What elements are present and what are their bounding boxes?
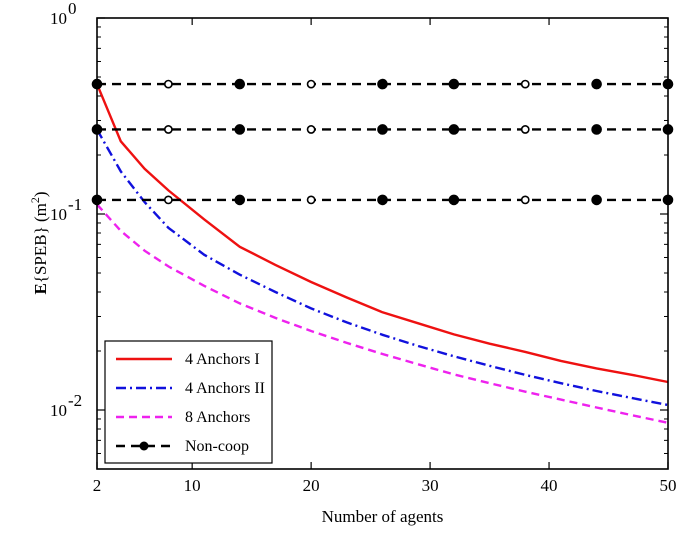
x-tick-label: 20 [303,476,320,495]
y-tick-exponent: -1 [68,195,82,214]
y-axis-title: E{SPEB} (m2) [28,191,50,294]
noncoop-marker [163,195,173,205]
series-layer [95,83,669,424]
noncoop-marker [306,79,316,89]
noncoop-marker [448,124,460,135]
noncoop-marker [234,78,246,90]
noncoop-layer [91,78,674,206]
noncoop-marker [591,78,602,90]
legend-marker [139,441,149,451]
noncoop-marker [591,194,602,206]
noncoop-marker [520,125,530,134]
legend-label-4: Non-coop [185,438,249,455]
legend-label-2: 4 Anchors II [185,380,265,397]
y-axis-title-main: E [31,283,50,294]
y-tick-label: 10 [50,205,67,224]
noncoop-marker [306,195,316,205]
noncoop-marker [163,125,173,134]
x-tick-label: 10 [184,476,201,495]
y-tick-label: 10 [50,401,67,420]
legend-label-3: 8 Anchors [185,409,250,426]
noncoop-marker [448,78,460,90]
plot-frame [96,17,669,470]
x-tick-label: 40 [541,476,558,495]
legend-box [104,340,273,464]
legend-items: 4 Anchors I 4 Anchors II 8 Anchors Non-coop [116,351,265,455]
y-axis-title-rest: {SPEB} (m [31,203,50,283]
y-axis-title-sup: 2 [28,197,42,203]
noncoop-marker [448,194,460,206]
y-axis-title-close: ) [31,191,50,197]
noncoop-marker [377,78,388,90]
noncoop-marker [163,79,173,89]
x-tick-label: 50 [660,476,677,495]
y-tick-label: 10 [50,9,67,28]
series-line-1 [95,83,669,384]
x-axis-title: Number of agents [322,507,444,526]
noncoop-marker [520,195,530,205]
legend-label-1: 4 Anchors I [185,351,260,368]
series-line-2 [95,128,669,407]
y-tick-exponent: 0 [68,0,77,18]
y-tick-exponent: -2 [68,391,82,410]
noncoop-marker [234,194,246,206]
x-tick-label: 2 [93,476,102,495]
noncoop-marker [234,124,246,135]
noncoop-marker [377,194,388,206]
x-tick-label: 30 [422,476,439,495]
noncoop-marker [377,124,388,135]
noncoop-marker [306,125,316,134]
noncoop-marker [520,79,530,89]
legend: 4 Anchors I 4 Anchors II 8 Anchors Non-coop [104,340,273,464]
noncoop-marker [591,124,602,135]
